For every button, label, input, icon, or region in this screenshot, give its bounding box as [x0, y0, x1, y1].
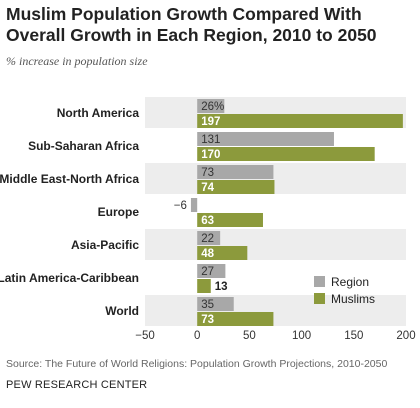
x-tick-label: 100 [292, 330, 311, 342]
x-tick-label: 150 [344, 330, 363, 342]
muslims-value-label: 74 [201, 182, 214, 194]
muslims-bar [197, 213, 263, 227]
legend-swatch-muslims [314, 293, 325, 304]
x-tick-label: −50 [135, 330, 155, 342]
muslims-bar [197, 279, 211, 293]
muslims-bar [197, 114, 403, 128]
region-bar [197, 99, 225, 113]
category-label: Latin America-Caribbean [0, 271, 139, 285]
muslims-value-label: 63 [201, 215, 214, 227]
category-label: World [105, 304, 139, 318]
category-label: Europe [98, 205, 140, 219]
row-band [145, 295, 406, 326]
footer-credit: PEW RESEARCH CENTER [6, 379, 148, 391]
region-value-label: 35 [201, 299, 214, 311]
region-value-label: 73 [201, 167, 214, 179]
region-bar [197, 264, 226, 278]
region-value-label: 27 [201, 266, 214, 278]
legend-label-muslims: Muslims [331, 292, 375, 306]
category-label: Sub-Saharan Africa [28, 139, 139, 153]
region-bar [197, 297, 234, 311]
muslims-value-label: 48 [201, 248, 214, 260]
row-band [145, 163, 406, 194]
muslims-value-label: 170 [201, 149, 220, 161]
muslims-bar [197, 246, 248, 260]
region-bar [197, 165, 274, 179]
row-band [145, 229, 406, 260]
category-label: North America [57, 106, 140, 120]
category-label: Middle East-North Africa [0, 172, 139, 186]
muslims-bar [197, 147, 375, 161]
region-bar [197, 231, 221, 245]
region-bar [197, 132, 334, 146]
source-note: Source: The Future of World Religions: P… [6, 358, 388, 370]
chart-subtitle: % increase in population size [6, 54, 148, 68]
legend-label-region: Region [331, 275, 369, 289]
legend-swatch-region [314, 276, 325, 287]
region-value-label: 131 [201, 134, 220, 146]
chart-title: Muslim Population Growth Compared With O… [6, 4, 377, 45]
muslims-bar [197, 180, 275, 194]
region-value-label: −6 [174, 200, 187, 212]
region-value-label: 22 [201, 233, 214, 245]
muslims-value-label: 73 [201, 314, 214, 326]
region-bar [190, 198, 198, 212]
x-tick-label: 50 [243, 330, 256, 342]
x-tick-label: 200 [396, 330, 415, 342]
category-label: Asia-Pacific [71, 238, 139, 252]
muslims-bar [197, 312, 274, 326]
muslims-value-label: 13 [215, 281, 228, 293]
region-value-label: 26% [201, 101, 224, 113]
muslims-value-label: 197 [201, 116, 220, 128]
x-tick-label: 0 [194, 330, 200, 342]
